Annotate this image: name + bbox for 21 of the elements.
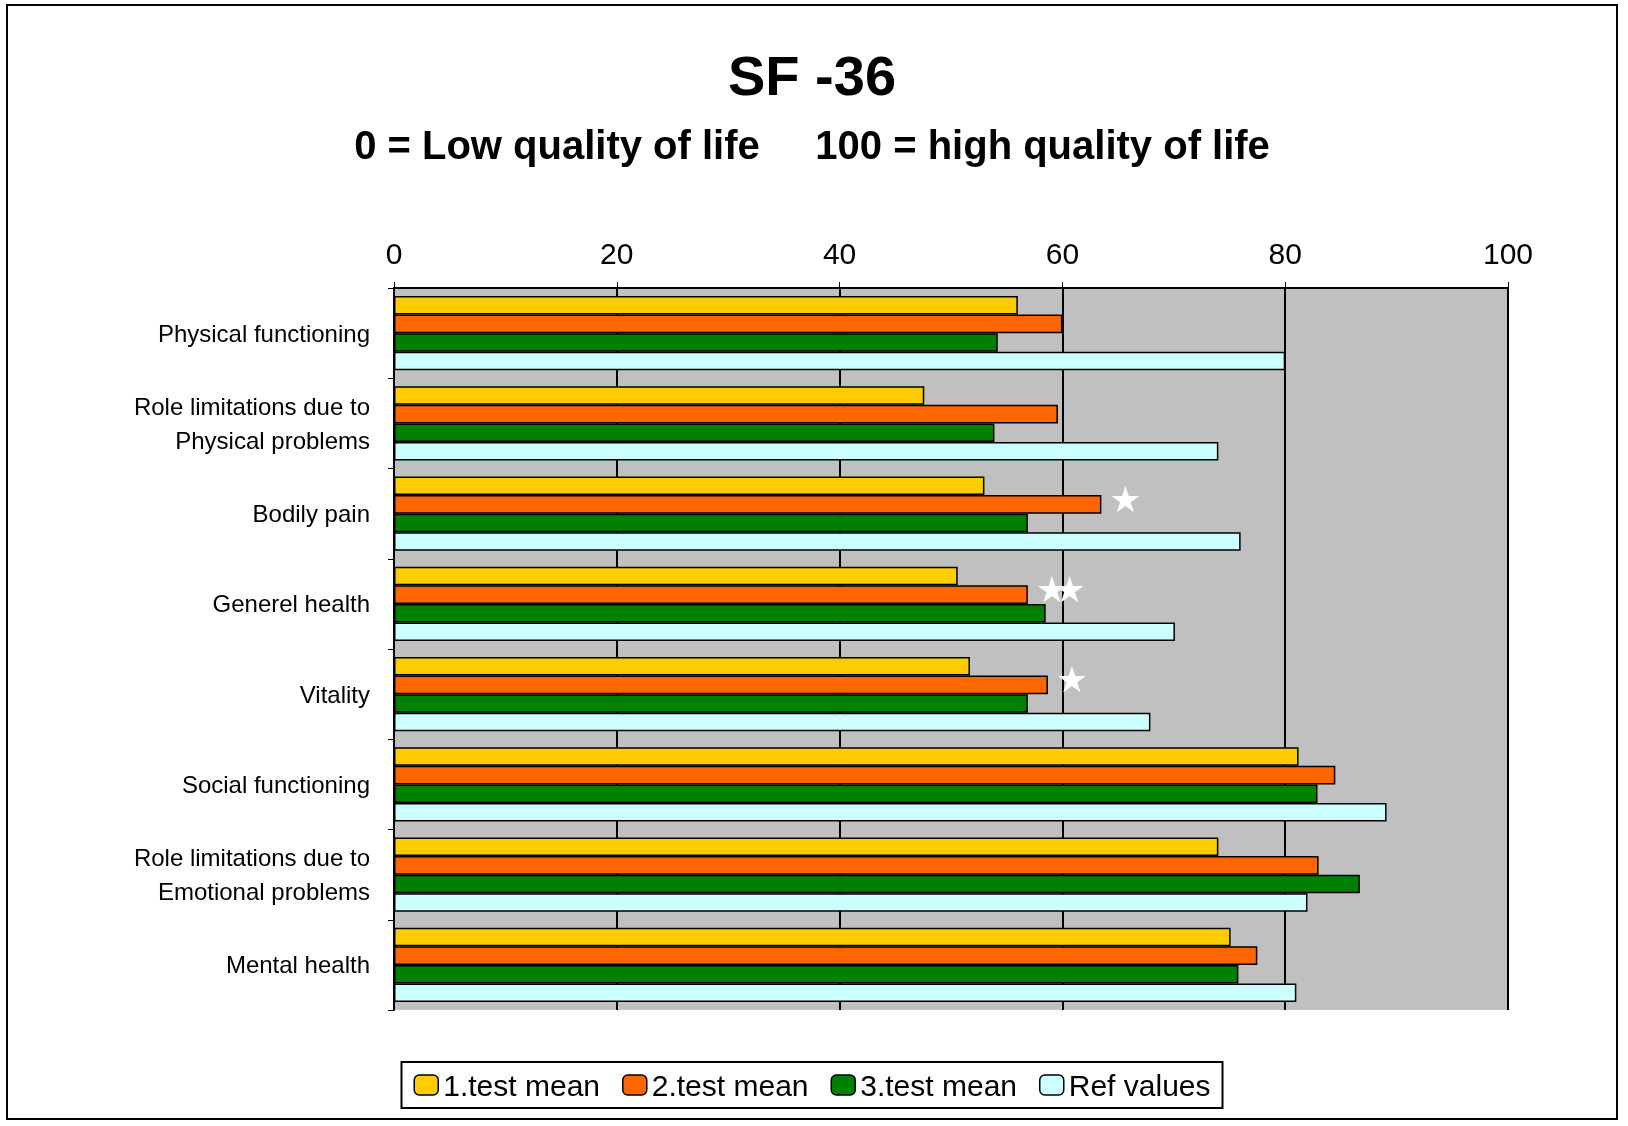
legend-label: Ref values <box>1068 1068 1211 1102</box>
y-tick-label: Mental health <box>225 951 370 979</box>
legend-label: 2.test mean <box>651 1068 809 1102</box>
y-tick-label: Role limitations due to Emotional problems <box>133 844 370 906</box>
y-tick-label: Physical functioning <box>157 319 370 347</box>
chart-title: SF -36 <box>727 43 897 107</box>
x-tick-label: 20 <box>600 236 634 270</box>
y-tick-label: Generel health <box>212 590 370 618</box>
legend-label: 1.test mean <box>443 1068 601 1102</box>
x-tick-label: 60 <box>1045 236 1080 270</box>
x-tick-label: 40 <box>822 236 857 270</box>
y-tick-label: Role limitations due to Physical problems <box>133 392 370 454</box>
annotation: ★ <box>1109 478 1142 520</box>
y-tick-label: Vitality <box>299 680 370 708</box>
chart-subtitle: 0 = Low quality of life 100 = high quality of life <box>354 123 1270 167</box>
x-tick-label: 0 <box>385 236 403 270</box>
legend-label: 3.test mean <box>860 1068 1018 1102</box>
x-tick-label: 80 <box>1268 236 1302 270</box>
y-tick-label: Social functioning <box>181 770 370 798</box>
y-tick-label: Bodily pain <box>252 500 370 528</box>
x-tick-label: 100 <box>1482 236 1534 270</box>
